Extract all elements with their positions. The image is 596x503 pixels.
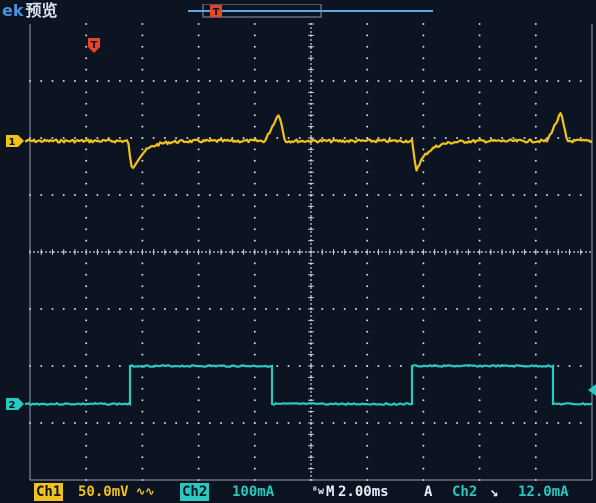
falling-edge-icon: ↘ <box>490 484 499 500</box>
ch1-scale: 50.0mV <box>78 484 129 500</box>
graticule <box>29 23 593 481</box>
svg-text:T: T <box>213 7 220 18</box>
timebase-prefix: M <box>326 484 335 500</box>
trigger-position-indicator: T <box>188 4 433 18</box>
brand-and-mode: ek 预览 <box>0 0 58 22</box>
ch1-ground-marker[interactable]: 1 <box>6 135 24 148</box>
top-status-bar: ek 预览 T <box>0 0 596 22</box>
trigger-marker-label: T <box>91 40 98 51</box>
ch2-waveform <box>24 363 593 407</box>
bandwidth-icon: ᴮw <box>312 486 325 497</box>
ch1-marker-label: 1 <box>9 137 16 148</box>
ch1-waveform <box>24 112 593 172</box>
ch2-marker-label: 2 <box>9 400 16 411</box>
trigger-marker[interactable]: T <box>88 38 100 53</box>
brand-logo: ek <box>2 1 24 20</box>
acquisition-mode-label: 预览 <box>25 1 58 20</box>
ch2-ground-marker[interactable]: 2 <box>6 398 24 411</box>
ch1-coupling-icon: ∿∿ <box>136 485 155 498</box>
timebase-value[interactable]: 2.00ms <box>338 484 389 500</box>
trigger-source: Ch2 <box>452 484 478 500</box>
trigger-mode: A <box>424 484 433 500</box>
trigger-level: 12.0mA <box>518 484 569 500</box>
ch2-scale: 100mA <box>232 484 275 500</box>
ch2-label[interactable]: Ch2 <box>180 483 210 501</box>
ch1-label[interactable]: Ch1 <box>34 483 64 501</box>
trigger-level-arrow[interactable] <box>588 384 596 396</box>
bottom-status-bar: Ch1 50.0mV ∿∿ Ch2 100mA ᴮw M 2.00ms A Ch… <box>0 481 596 503</box>
